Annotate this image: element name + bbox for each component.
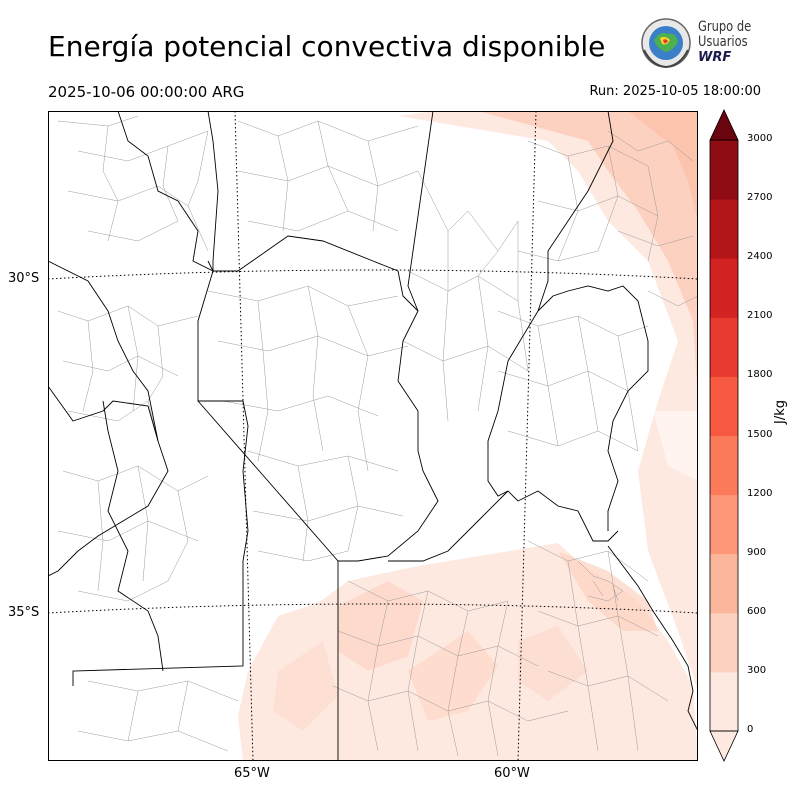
- colorbar-band: [710, 376, 738, 436]
- colorbar-band: [710, 140, 738, 200]
- colorbar-frame: [709, 139, 739, 732]
- colorbar-band: [710, 317, 738, 377]
- run-time: Run: 2025-10-05 18:00:00: [589, 84, 761, 99]
- colorbar-tick-label: 600: [747, 605, 767, 617]
- colorbar-band: [710, 494, 738, 555]
- colorbar-tick-label: 300: [747, 664, 767, 676]
- lat-label-35s: 35°S: [8, 605, 40, 620]
- colorbar: [709, 109, 739, 762]
- colorbar-tick-label: 2400: [747, 251, 773, 263]
- colorbar-band: [710, 199, 738, 259]
- logo-line-1: Grupo de: [698, 19, 752, 35]
- lon-label-60w: 60°W: [494, 766, 530, 781]
- colorbar-band: [710, 671, 738, 732]
- colorbar-tick-label: 3000: [747, 133, 773, 144]
- logo-text: Grupo de Usuarios WRF: [698, 19, 763, 66]
- valid-time: 2025-10-06 00:00:00 ARG: [48, 83, 245, 101]
- lon-label-65w: 65°W: [234, 766, 270, 781]
- wrf-logo: Grupo de Usuarios WRF: [638, 16, 768, 72]
- cape-map: [48, 111, 698, 761]
- colorbar-tick-label: 2100: [747, 310, 773, 322]
- colorbar-band: [710, 258, 738, 318]
- colorbar-band: [710, 553, 738, 614]
- colorbar-tick-label: 2700: [747, 192, 773, 204]
- globe-icon: [641, 18, 691, 69]
- colorbar-tick-label: 900: [747, 546, 767, 558]
- colorbar-unit: J/kg: [773, 400, 788, 424]
- colorbar-band: [710, 612, 738, 673]
- map-frame: [48, 111, 698, 761]
- logo-line-2: Usuarios: [698, 34, 748, 50]
- lat-label-30s: 30°S: [8, 271, 40, 286]
- department-borders: [57, 115, 698, 757]
- colorbar-tick-label: 1800: [747, 369, 773, 381]
- colorbar-tick-label: 1500: [747, 428, 773, 440]
- logo-line-3: WRF: [698, 50, 732, 65]
- colorbar-tick-label: 1200: [747, 487, 773, 499]
- colorbar-max-extension: [709, 109, 739, 141]
- province-borders: [48, 111, 698, 761]
- colorbar-min-extension: [709, 730, 739, 762]
- cape-shading: [238, 111, 698, 761]
- graticule: [48, 111, 698, 761]
- colorbar-tick-label: 0: [747, 724, 754, 735]
- colorbar-band: [710, 435, 738, 496]
- map-title: Energía potencial convectiva disponible: [48, 30, 606, 63]
